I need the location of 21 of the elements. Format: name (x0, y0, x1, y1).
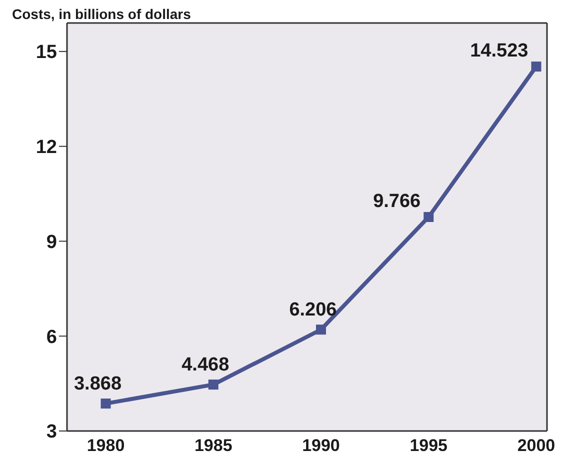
y-tick-label: 9 (46, 232, 57, 253)
data-label: 14.523 (470, 40, 528, 62)
data-label: 4.468 (182, 354, 230, 376)
chart-title: Costs, in billions of dollars (12, 6, 191, 22)
data-label: 6.206 (289, 300, 337, 321)
y-tick-label: 12 (36, 137, 57, 158)
point (424, 212, 434, 222)
x-tick-label: 1985 (194, 436, 232, 456)
point (316, 324, 326, 335)
point (208, 380, 218, 390)
x-tick-label: 1990 (302, 436, 340, 456)
y-tick-label: 15 (36, 42, 58, 64)
point (531, 62, 542, 72)
point (100, 398, 111, 409)
data-label: 3.868 (74, 374, 122, 395)
data-label: 9.766 (373, 191, 421, 212)
y-tick-label: 6 (46, 326, 57, 348)
x-tick-label: 1995 (410, 436, 448, 456)
x-tick-label: 2000 (517, 436, 556, 456)
x-tick-label: 1980 (86, 436, 125, 456)
y-tick-label: 3 (46, 422, 57, 443)
